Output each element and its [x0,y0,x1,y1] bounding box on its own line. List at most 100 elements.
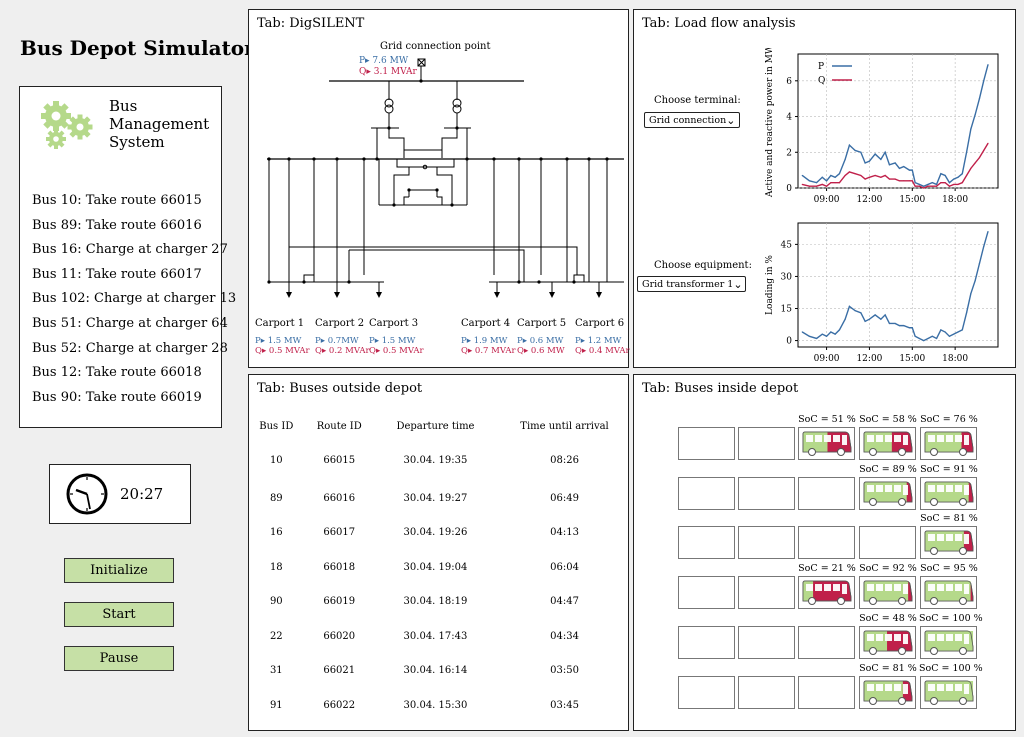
carport-q-value: Q▸ 0.4 MVAr [575,346,630,356]
charging-slot[interactable] [798,576,855,609]
charging-slot[interactable] [678,427,735,460]
table-row[interactable]: 91 66022 30.04. 15:30 03:45 [249,688,633,723]
soc-label: SoC = 81 % [920,513,978,524]
data-point [821,183,823,186]
bus-management-panel: Bus Management System Bus 10: Take route… [19,86,236,428]
data-point [974,162,976,164]
data-point [874,174,876,177]
data-point [944,331,946,333]
data-point [965,151,968,153]
data-point [953,183,955,186]
charging-slot[interactable] [678,477,735,510]
table-row[interactable]: 89 66016 30.04. 19:27 06:49 [249,481,633,516]
table-row[interactable]: 18 66018 30.04. 19:04 06:04 [249,550,633,585]
charging-slot[interactable] [738,427,795,460]
charging-slot[interactable] [920,526,977,559]
tab-load-flow[interactable]: Tab: Load flow analysis [642,16,796,31]
soc-label: SoC = 51 % [798,414,856,425]
charging-slot[interactable] [859,576,916,609]
data-point [961,173,963,175]
charging-slot[interactable] [859,477,916,510]
bus-icon [862,679,914,711]
data-point [948,335,951,337]
data-point [940,329,942,331]
data-point [953,333,955,335]
table-cell: 30.04. 19:04 [403,561,468,573]
data-point [860,174,862,177]
start-button[interactable]: Start [64,602,174,627]
data-point [801,331,803,333]
table-cell: 06:49 [550,492,579,504]
soc-label: SoC = 95 % [920,563,978,574]
charging-slot[interactable] [678,676,735,709]
initialize-button[interactable]: Initialize [64,558,174,583]
soc-label: SoC = 100 % [919,663,983,674]
table-row[interactable]: 90 66019 30.04. 18:19 04:47 [249,585,633,620]
data-point [927,183,929,186]
table-cell: 08:26 [550,454,579,466]
charging-slot[interactable] [738,526,795,559]
charging-slot[interactable] [798,427,855,460]
charging-slot[interactable] [920,626,977,659]
charging-slot[interactable] [738,676,795,709]
bms-message: Bus 12: Take route 66018 [32,365,202,381]
power-chart: 09:00 12:00 15:00 18:00 0 2 4 6 Active and react… [765,48,999,205]
data-point [914,335,916,337]
bms-message: Bus 11: Take route 66017 [32,266,202,282]
table-cell: 06:04 [550,561,579,573]
charging-slot[interactable] [798,477,855,510]
bms-message: Bus 52: Charge at charger 28 [32,340,228,356]
tab-digsilent[interactable]: Tab: DigSILENT [257,16,365,31]
data-point [914,182,916,184]
tab-inside-depot[interactable]: Tab: Buses inside depot [642,381,799,396]
bms-message: Bus 90: Take route 66019 [32,389,202,405]
table-row[interactable]: 10 66015 30.04. 19:35 08:26 [249,439,633,481]
data-point [825,335,828,337]
pause-button[interactable]: Pause [64,646,174,671]
table-row[interactable]: 22 66020 30.04. 17:43 04:34 [249,619,633,654]
carport-p-value: P▸ 1.2 MW [575,336,622,346]
tab-outside-depot[interactable]: Tab: Buses outside depot [257,381,423,396]
data-point [974,114,976,116]
charging-slot[interactable] [920,477,977,510]
data-point [923,339,925,342]
bms-message: Bus 51: Charge at charger 64 [32,316,228,331]
table-cell: 10 [269,454,283,466]
data-point [848,171,851,173]
data-point [821,333,823,335]
charging-slot[interactable] [738,477,795,510]
charging-slot[interactable] [859,626,916,659]
charging-slot[interactable] [859,526,916,559]
data-point [983,80,985,82]
charging-slot[interactable] [798,676,855,709]
charging-slot[interactable] [920,576,977,609]
column-header: Route ID [316,420,362,432]
data-point [961,182,963,184]
data-point [830,331,832,333]
charging-slot[interactable] [798,526,855,559]
data-point [944,182,946,184]
bus-icon [923,529,975,561]
data-point [931,335,933,337]
charging-slot[interactable] [859,427,916,460]
terminal-select[interactable]: Grid connection ⌄ [644,112,740,128]
charging-slot[interactable] [678,626,735,659]
table-row[interactable]: 31 66021 30.04. 16:14 03:50 [249,654,633,689]
data-point [894,162,896,164]
charging-slot[interactable] [738,626,795,659]
data-point [903,165,905,168]
charging-slot[interactable] [798,626,855,659]
charging-slot[interactable] [678,526,735,559]
charging-slot[interactable] [920,427,977,460]
table-cell: 30.04. 19:27 [403,492,468,504]
equipment-select[interactable]: Grid transformer 1 ⌄ [637,276,746,292]
charging-slot[interactable] [738,576,795,609]
charging-slot[interactable] [859,676,916,709]
charging-slot[interactable] [678,576,735,609]
charging-slot[interactable] [920,676,977,709]
x-tick-label: 09:00 [814,195,840,205]
table-row[interactable]: 16 66017 30.04. 19:26 04:13 [249,516,633,551]
data-point [927,185,929,187]
y-tick-label: 30 [781,272,793,282]
data-point [830,182,832,184]
